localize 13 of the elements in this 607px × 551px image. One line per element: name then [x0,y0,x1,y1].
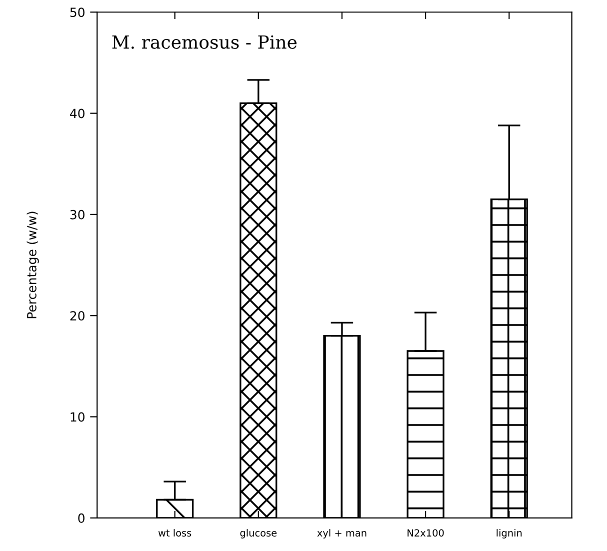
y-tick-label: 10 [70,412,84,422]
x-tick-label: glucose [240,529,277,538]
y-tick-label: 50 [70,8,84,18]
x-tick-label: N2x100 [408,529,444,537]
y-tick-label: 20 [70,311,84,321]
y-tick-label: 30 [70,210,84,220]
x-tick-label: wt loss [158,529,192,537]
y-axis-title: Percentage (w/w) [26,212,39,318]
x-tick-label: xyl + man [317,529,366,538]
x-tick-label: lignin [496,529,522,538]
y-tick-label: 0 [78,513,84,523]
text: M. racemosus - Pine [112,35,297,49]
y-tick-label: 40 [70,108,84,118]
